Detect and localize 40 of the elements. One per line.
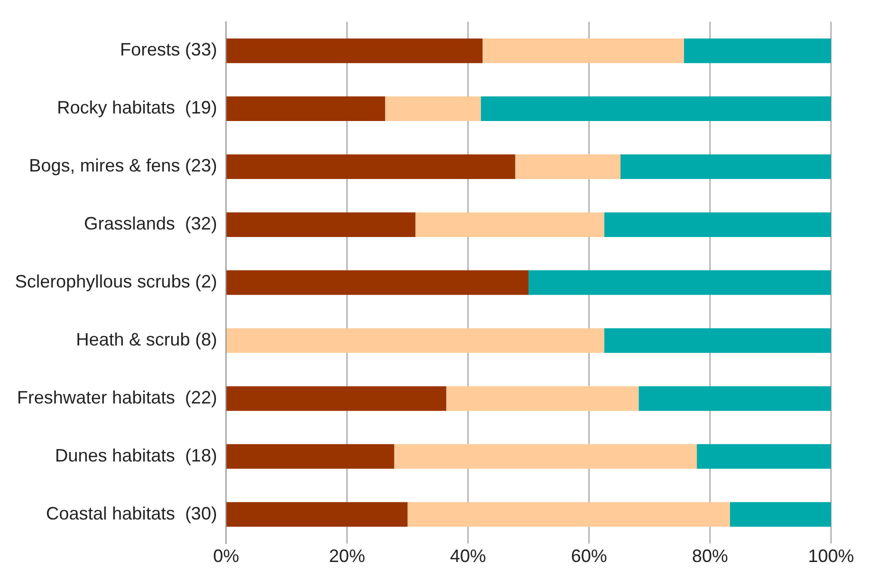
- bar: [226, 38, 483, 64]
- bar: [226, 386, 446, 411]
- bar: [226, 502, 408, 527]
- bar: [480, 96, 831, 122]
- y-tick-label: Forests (33): [120, 40, 218, 60]
- bar: [515, 154, 620, 180]
- x-tick-label: 40%: [450, 546, 486, 566]
- bar: [385, 96, 481, 122]
- bar: [620, 154, 831, 180]
- bar: [226, 444, 394, 469]
- bar: [415, 212, 604, 237]
- y-tick-label: Heath & scrub (8): [76, 330, 218, 350]
- y-tick-label: Coastal habitats (30): [46, 503, 218, 524]
- bar: [604, 328, 831, 353]
- x-tick-label: 60%: [571, 546, 608, 566]
- x-tick-label: 80%: [692, 546, 728, 566]
- x-tick-label: 0%: [213, 546, 240, 566]
- bar: [446, 386, 639, 411]
- bar: [226, 328, 604, 353]
- bar: [226, 270, 529, 295]
- bar: [684, 38, 831, 64]
- bar: [696, 444, 831, 469]
- y-tick-label: Dunes habitats (18): [54, 445, 218, 466]
- bar: [226, 154, 516, 180]
- bar: [408, 502, 730, 527]
- bar: [730, 502, 831, 527]
- x-tick-label: 20%: [329, 546, 366, 566]
- bar: [394, 444, 697, 469]
- bar: [638, 386, 831, 411]
- y-tick-label: Sclerophyllous scrubs (2): [15, 272, 218, 292]
- y-tick-label: Grasslands (32): [84, 214, 218, 234]
- bar: [226, 96, 386, 122]
- y-tick-label: Bogs, mires & fens (23): [29, 156, 218, 176]
- y-tick-label: Rocky habitats (19): [57, 98, 218, 118]
- bar: [604, 212, 831, 237]
- y-tick-label: Freshwater habitats (22): [16, 387, 218, 408]
- x-tick-label: 100%: [808, 546, 854, 566]
- bar: [528, 270, 831, 295]
- bar: [482, 38, 684, 64]
- bar: [226, 212, 416, 237]
